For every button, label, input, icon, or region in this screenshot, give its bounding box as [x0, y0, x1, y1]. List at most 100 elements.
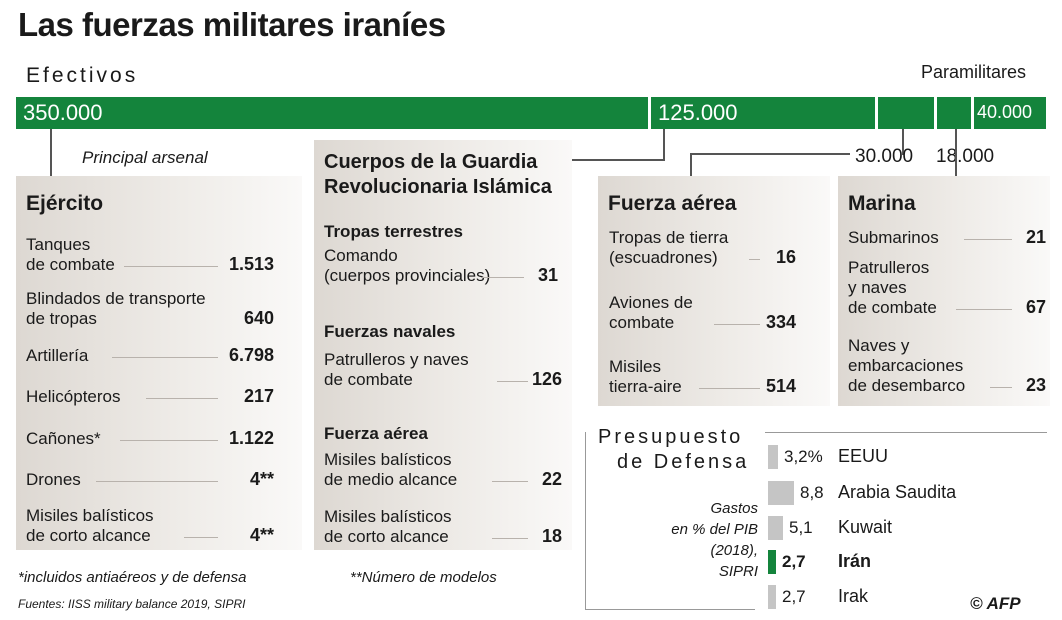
- ejercito-item-6-dotline: [184, 537, 218, 538]
- bar-label-0: EEUU: [838, 446, 889, 466]
- marina-item-1-value: 67: [1025, 297, 1046, 317]
- ejercito-item-3-label: Helicópteros: [26, 387, 121, 406]
- bar-guardia: 125.000: [651, 97, 875, 129]
- guardia-section-0-heading: Tropas terrestres: [324, 222, 463, 241]
- guardia-section-2-item-0-label: Misiles balísticos de medio alcance: [324, 450, 458, 489]
- marina-item-1-label: Patrulleros y naves de combate: [848, 258, 937, 317]
- leader-guardia-v: [663, 129, 665, 161]
- chart-frame-top: [765, 432, 1047, 433]
- marina-item-0-dotline: [964, 239, 1012, 240]
- leader-fa-v: [902, 129, 904, 155]
- fuerza-aerea-item-1-value: 334: [765, 312, 796, 332]
- ejercito-item-4-value: 1.122: [228, 428, 274, 448]
- fuerza-aerea-item-1-label: Aviones de combate: [609, 293, 693, 332]
- bar-label-4: Irak: [838, 586, 869, 606]
- panel-ejercito: [16, 176, 302, 550]
- guardia-section-1-item-0-label: Patrulleros y naves de combate: [324, 350, 469, 389]
- efectivos-label: Efectivos: [26, 64, 139, 87]
- bar-label-1: Arabia Saudita: [838, 482, 957, 502]
- principal-arsenal: Principal arsenal: [82, 148, 208, 167]
- fuerza-aerea-item-0-dotline: [749, 259, 760, 260]
- guardia-section-2-heading: Fuerza aérea: [324, 424, 428, 443]
- ejercito-item-2-value: 6.798: [228, 345, 274, 365]
- ejercito-item-5-value: 4**: [249, 469, 274, 489]
- fuerza-aerea-item-1-dotline: [714, 324, 760, 325]
- ejercito-item-5-label: Drones: [26, 470, 81, 489]
- guardia-section-1-item-0-value: 126: [531, 369, 562, 389]
- bar-irán: [768, 550, 776, 574]
- guardia-section-2-item-1-label: Misiles balísticos de corto alcance: [324, 507, 452, 546]
- bar-value-2: 5,1: [789, 518, 813, 537]
- leader-marina-v: [955, 129, 957, 207]
- ejercito-item-5-dotline: [96, 481, 218, 482]
- leader-ejercito: [50, 129, 52, 181]
- ejercito-item-2-label: Artillería: [26, 346, 89, 365]
- bar-eeuu: [768, 445, 778, 469]
- panel-marina: [838, 176, 1050, 406]
- bar-ejercito: 350.000: [16, 97, 648, 129]
- bar-label-3: Irán: [838, 551, 872, 571]
- bar-value-3: 2,7: [782, 552, 806, 571]
- ejercito-item-2-dotline: [112, 357, 218, 358]
- leader-fa-down: [690, 153, 692, 187]
- fuerza-aerea-item-2-dotline: [699, 388, 760, 389]
- footnote-modelos: **Número de modelos: [350, 569, 497, 586]
- ejercito-item-0-dotline: [124, 266, 218, 267]
- guardia-section-2-item-1-value: 18: [541, 526, 562, 546]
- fuerza-aerea-item-2-value: 514: [765, 376, 796, 396]
- marina-item-0-value: 21: [1025, 227, 1046, 247]
- bar-kuwait: [768, 516, 783, 540]
- fuerza-aerea-title: Fuerza aérea: [608, 192, 737, 215]
- guardia-section-1-item-0-dotline: [497, 381, 528, 382]
- guardia-section-2-item-0-value: 22: [541, 469, 562, 489]
- marina-title: Marina: [848, 192, 916, 215]
- guardia-section-0-item-0-value: 31: [537, 265, 558, 285]
- ejercito-title: Ejército: [26, 192, 104, 215]
- value-guardia: 125.000: [658, 100, 738, 125]
- value-marina: 18.000: [936, 146, 995, 167]
- bar-value-4: 2,7: [782, 587, 806, 606]
- marina-item-2-value: 23: [1025, 375, 1046, 395]
- bar-fuerza-aerea: [878, 97, 934, 129]
- bar-marina: [937, 97, 971, 129]
- panel-guardia: [314, 140, 572, 550]
- value-paramilitares: 40.000: [977, 102, 1033, 122]
- guardia-section-2-item-0-dotline: [492, 481, 528, 482]
- leader-guardia-h: [558, 159, 665, 161]
- bar-value-1: 8,8: [800, 483, 824, 502]
- bar-value-0: 3,2%: [784, 447, 823, 466]
- ejercito-item-1-value: 640: [243, 308, 274, 328]
- afp-logo: © AFP: [970, 594, 1021, 613]
- footnote-antiaereos: *incluidos antiaéreos y de defensa: [18, 569, 247, 586]
- ejercito-item-6-label: Misiles balísticos de corto alcance: [26, 506, 154, 545]
- fuerza-aerea-item-0-value: 16: [775, 247, 796, 267]
- ejercito-item-4-dotline: [120, 440, 218, 441]
- value-ejercito: 350.000: [23, 100, 103, 125]
- chart-title-line2: de Defensa: [617, 451, 750, 473]
- panel-fuerza-aerea: [598, 176, 830, 406]
- guardia-section-0-item-0-dotline: [482, 277, 524, 278]
- guardia-section-1-heading: Fuerzas navales: [324, 322, 456, 341]
- guardia-section-2-item-1-dotline: [492, 538, 528, 539]
- paramilitares-label: Paramilitares: [921, 62, 1027, 82]
- ejercito-item-6-value: 4**: [249, 525, 274, 545]
- leader-fa-h: [690, 153, 850, 155]
- ejercito-item-0-value: 1.513: [228, 254, 274, 274]
- bar-label-2: Kuwait: [838, 517, 893, 537]
- chart-frame-left: [585, 432, 586, 610]
- guardia-title: Cuerpos de la Guardia Revolucionaria Isl…: [324, 151, 552, 198]
- bar-irak: [768, 585, 776, 609]
- sources: Fuentes: IISS military balance 2019, SIP…: [18, 597, 246, 611]
- ejercito-item-3-dotline: [146, 398, 218, 399]
- fuerza-aerea-item-2-label: Misiles tierra-aire: [609, 357, 682, 396]
- bar-arabia-saudita: [768, 481, 794, 505]
- page-title: Las fuerzas militares iraníes: [18, 6, 446, 43]
- bar-paramilitares: 40.000: [974, 97, 1046, 129]
- marina-item-0-label: Submarinos: [848, 228, 939, 247]
- ejercito-item-0-label: Tanques de combate: [26, 235, 115, 274]
- marina-item-2-label: Naves y embarcaciones de desembarco: [848, 336, 966, 395]
- marina-item-1-dotline: [956, 309, 1012, 310]
- chart-title-line1: Presupuesto: [598, 426, 744, 448]
- guardia-section-0-item-0-label: Comando (cuerpos provinciales): [324, 246, 491, 285]
- chart-note: Gastos en % del PIB (2018), SIPRI: [671, 500, 758, 580]
